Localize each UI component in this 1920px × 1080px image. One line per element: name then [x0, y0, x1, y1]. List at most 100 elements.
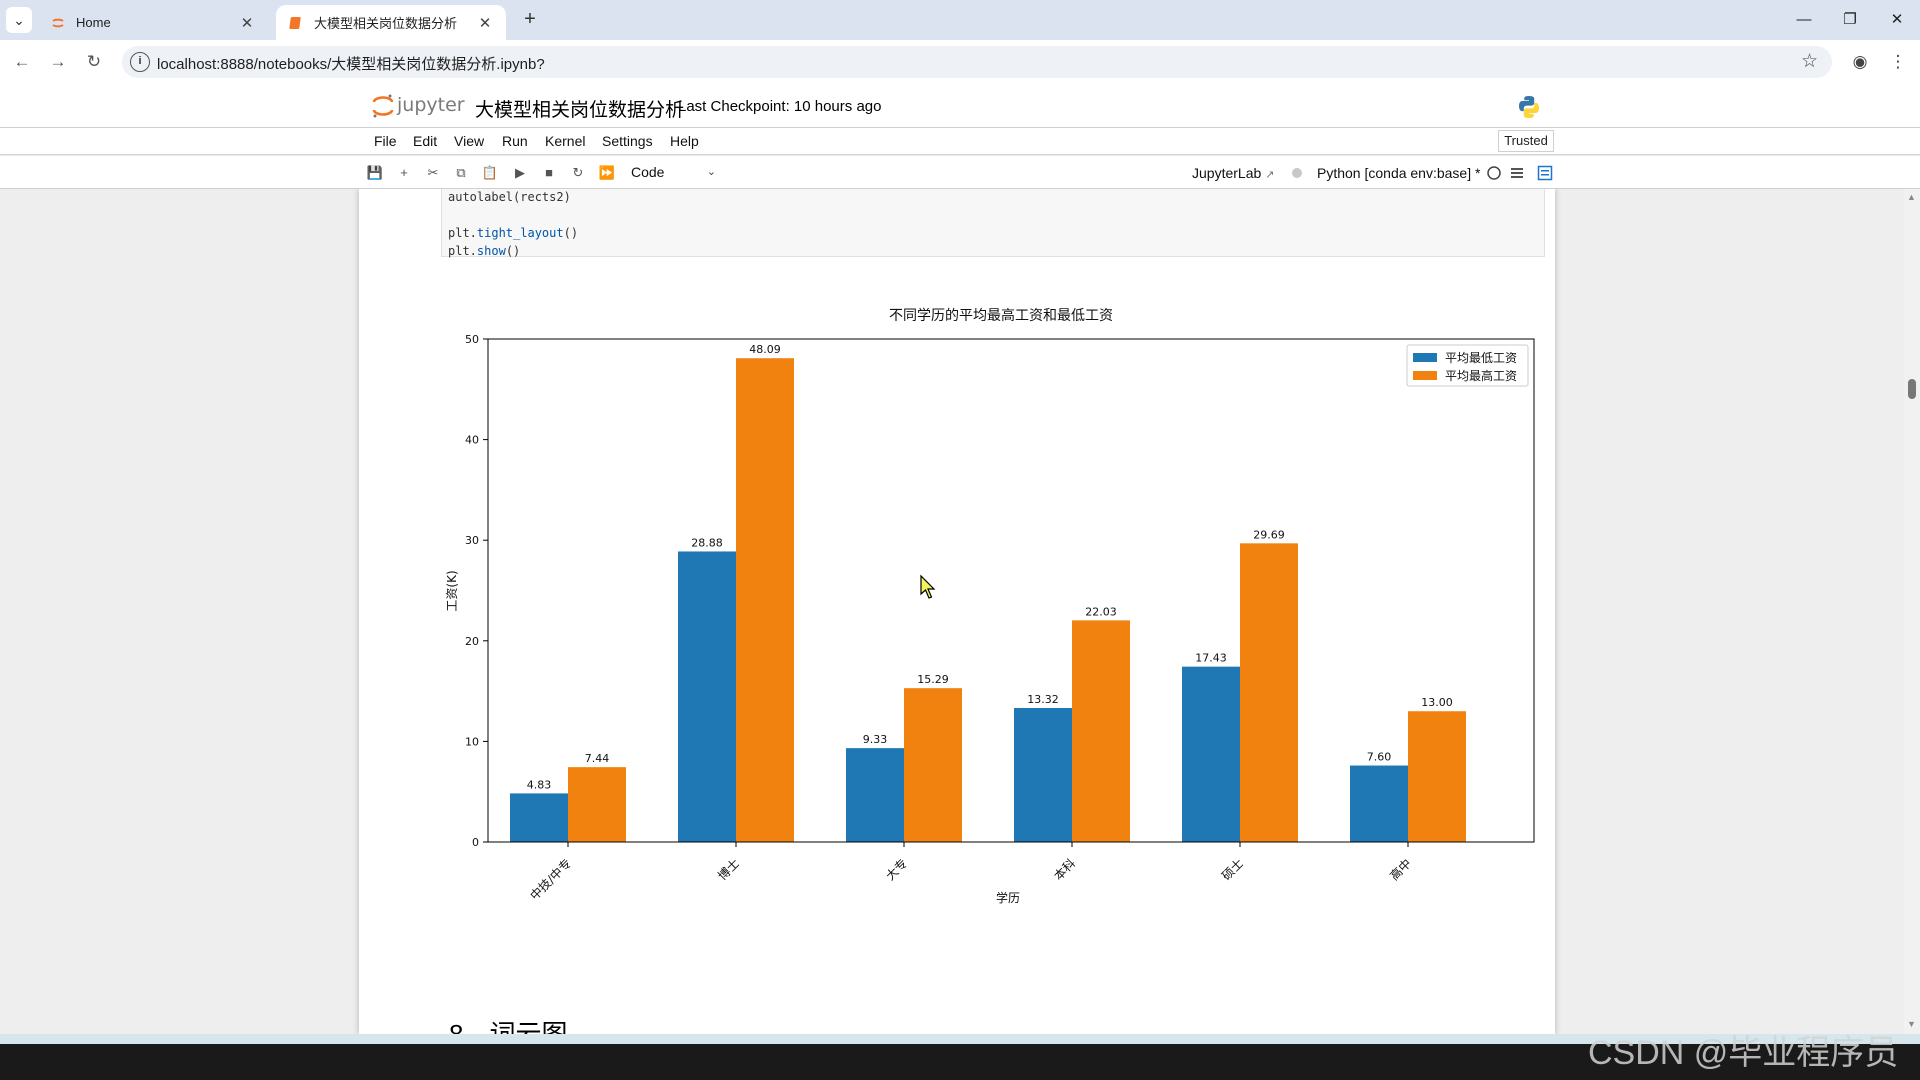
bar-max — [1240, 543, 1298, 842]
y-tick-label: 30 — [465, 534, 479, 547]
new-tab-icon[interactable]: + — [524, 8, 536, 30]
address-bar[interactable]: i localhost:8888/notebooks/大模型相关岗位数据分析.i… — [122, 46, 1832, 78]
bar-data-label: 15.29 — [917, 673, 949, 686]
browser-toolbar: ← → ↻ i localhost:8888/notebooks/大模型相关岗位… — [0, 40, 1920, 84]
restart-icon[interactable]: ↻ — [572, 165, 584, 180]
code-cell[interactable]: autolabel(rects2) plt.tight_layout() plt… — [441, 189, 1545, 260]
menu-help[interactable]: Help — [670, 133, 699, 149]
chart-legend: 平均最低工资 平均最高工资 — [1406, 344, 1529, 387]
code-token: tight_layout — [476, 226, 564, 240]
save-icon[interactable]: 💾 — [366, 165, 384, 180]
close-icon[interactable]: ✕ — [240, 14, 254, 32]
close-icon[interactable]: ✕ — [478, 14, 492, 32]
bar-data-label: 9.33 — [863, 733, 888, 746]
scroll-up-icon[interactable]: ▲ — [1907, 192, 1916, 202]
bar-chart: 不同学历的平均最高工资和最低工资 0 10 20 30 40 50 4.83 7.44 28.… — [445, 307, 1535, 905]
tab-home[interactable]: Home ✕ — [38, 5, 268, 40]
stop-icon[interactable]: ■ — [545, 165, 553, 180]
notebook-title[interactable]: 大模型相关岗位数据分析 — [475, 100, 685, 121]
trusted-indicator[interactable]: Trusted — [1498, 130, 1554, 152]
code-token: show — [476, 244, 506, 258]
cell-type-value: Code — [631, 164, 665, 180]
menu-settings[interactable]: Settings — [602, 133, 653, 149]
code-line: plt.show() — [448, 242, 1538, 260]
scroll-down-icon[interactable]: ▼ — [1907, 1019, 1916, 1029]
bar-max — [1072, 620, 1130, 842]
notebook-panel: autolabel(rects2) plt.tight_layout() plt… — [0, 189, 1920, 1034]
tab-notebook[interactable]: 大模型相关岗位数据分析 ✕ — [276, 5, 506, 40]
code-token: plt. — [448, 244, 477, 258]
browser-menu-icon[interactable]: ⋮ — [1889, 52, 1907, 71]
url-text[interactable]: localhost:8888/notebooks/大模型相关岗位数据分析.ipy… — [157, 56, 545, 73]
y-tick-label: 0 — [472, 836, 479, 849]
back-icon[interactable]: ← — [13, 52, 31, 71]
bar-min — [846, 748, 904, 842]
tab-label: Home — [76, 15, 111, 30]
y-tick-label: 10 — [465, 735, 479, 748]
code-token: plt. — [448, 226, 477, 240]
site-info-icon[interactable]: i — [130, 52, 150, 72]
notebook-page: autolabel(rects2) plt.tight_layout() plt… — [359, 189, 1555, 1034]
bar-max — [736, 358, 794, 842]
run-icon[interactable]: ▶ — [515, 165, 525, 180]
bar-data-label: 4.83 — [527, 778, 552, 791]
menu-view[interactable]: View — [454, 133, 485, 149]
legend-swatch-max — [1413, 371, 1437, 380]
paste-icon[interactable]: 📋 — [481, 165, 499, 180]
legend-swatch-min — [1413, 353, 1437, 362]
jupyter-menubar: File Edit View Run Kernel Settings Help … — [0, 128, 1920, 155]
menu-run[interactable]: Run — [502, 133, 528, 149]
bar-data-label: 29.69 — [1253, 528, 1285, 541]
add-cell-icon[interactable]: + — [400, 165, 408, 180]
bar-data-label: 48.09 — [749, 343, 781, 356]
code-line-blank — [448, 206, 1538, 224]
notebook-scrollbar[interactable]: ▲ ▼ — [1904, 189, 1920, 1034]
cut-icon[interactable]: ✂ — [427, 165, 439, 180]
kernel-name[interactable]: Python [conda env:base] * — [1317, 165, 1481, 181]
debugger-icon[interactable] — [1289, 165, 1305, 181]
y-tick-label: 20 — [465, 635, 479, 648]
tab-strip: ⌄ Home ✕ 大模型相关岗位数据分析 ✕ + — ❐ ✕ — [0, 0, 1920, 40]
jupyterlab-label: JupyterLab — [1192, 165, 1262, 181]
x-tick-label: 中技/中专 — [527, 856, 574, 903]
bar-data-label: 17.43 — [1195, 652, 1227, 665]
bar-max — [1408, 711, 1466, 842]
plot-frame — [487, 338, 1535, 843]
menu-edit[interactable]: Edit — [413, 133, 438, 149]
bar-min — [510, 793, 568, 842]
restart-run-all-icon[interactable]: ⏩ — [598, 165, 616, 180]
python-logo-icon — [1519, 96, 1539, 118]
code-token: () — [505, 244, 521, 258]
tab-search-icon[interactable]: ⌄ — [6, 7, 32, 33]
jupyter-brand[interactable]: jupyter — [397, 94, 465, 116]
bar-max — [568, 767, 626, 842]
y-axis-label: 工资(K) — [445, 570, 459, 611]
checkpoint-status: Last Checkpoint: 10 hours ago — [678, 98, 882, 115]
bar-data-label: 7.44 — [585, 752, 610, 765]
jupyterlab-link[interactable]: JupyterLab ↗ — [1192, 165, 1274, 181]
bookmark-star-icon[interactable]: ☆ — [1800, 51, 1818, 72]
toc-icon[interactable] — [1509, 165, 1525, 181]
restore-icon[interactable]: ❐ — [1843, 11, 1857, 28]
reload-icon[interactable]: ↻ — [86, 52, 102, 71]
jupyter-header: jupyter 大模型相关岗位数据分析 Last Checkpoint: 10 … — [0, 84, 1920, 128]
menu-file[interactable]: File — [374, 133, 397, 149]
jupyter-logo-icon[interactable] — [372, 93, 394, 119]
y-tick-label: 40 — [465, 434, 479, 447]
minimize-icon[interactable]: — — [1796, 11, 1812, 28]
cell-type-select[interactable]: Code ⌄ — [631, 162, 716, 183]
notebook-toolbar: 💾 + ✂ ⧉ 📋 ▶ ■ ↻ ⏩ Code ⌄ JupyterLab ↗ Py… — [0, 156, 1920, 189]
code-line: plt.tight_layout() — [448, 224, 1538, 242]
menu-kernel[interactable]: Kernel — [545, 133, 586, 149]
x-axis-label: 学历 — [996, 890, 1020, 905]
property-inspector-icon[interactable] — [1537, 165, 1553, 181]
profile-icon[interactable]: ◉ — [1852, 52, 1868, 71]
mouse-cursor-icon — [920, 574, 936, 599]
chevron-down-icon: ⌄ — [706, 166, 716, 178]
legend-box — [1406, 344, 1529, 387]
scrollbar-thumb[interactable] — [1908, 379, 1916, 399]
copy-icon[interactable]: ⧉ — [456, 165, 466, 180]
forward-icon[interactable]: → — [49, 52, 67, 71]
close-window-icon[interactable]: ✕ — [1890, 11, 1904, 28]
cell-output: 不同学历的平均最高工资和最低工资 0 10 20 30 40 50 4.83 7.44 28.… — [441, 265, 1545, 1015]
